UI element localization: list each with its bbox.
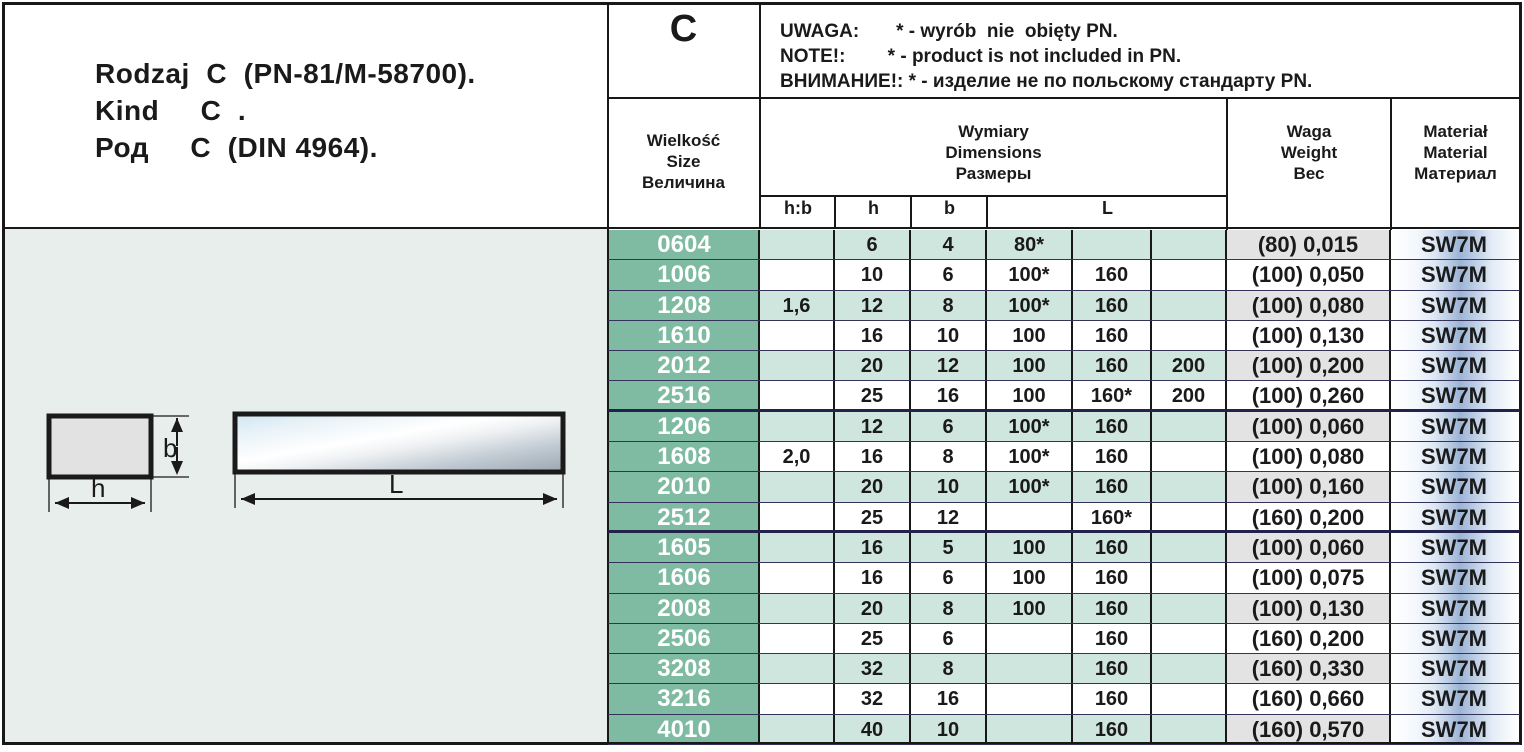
svg-text:L: L — [389, 469, 403, 499]
svg-text:h: h — [91, 473, 105, 503]
svg-text:b: b — [163, 433, 177, 463]
